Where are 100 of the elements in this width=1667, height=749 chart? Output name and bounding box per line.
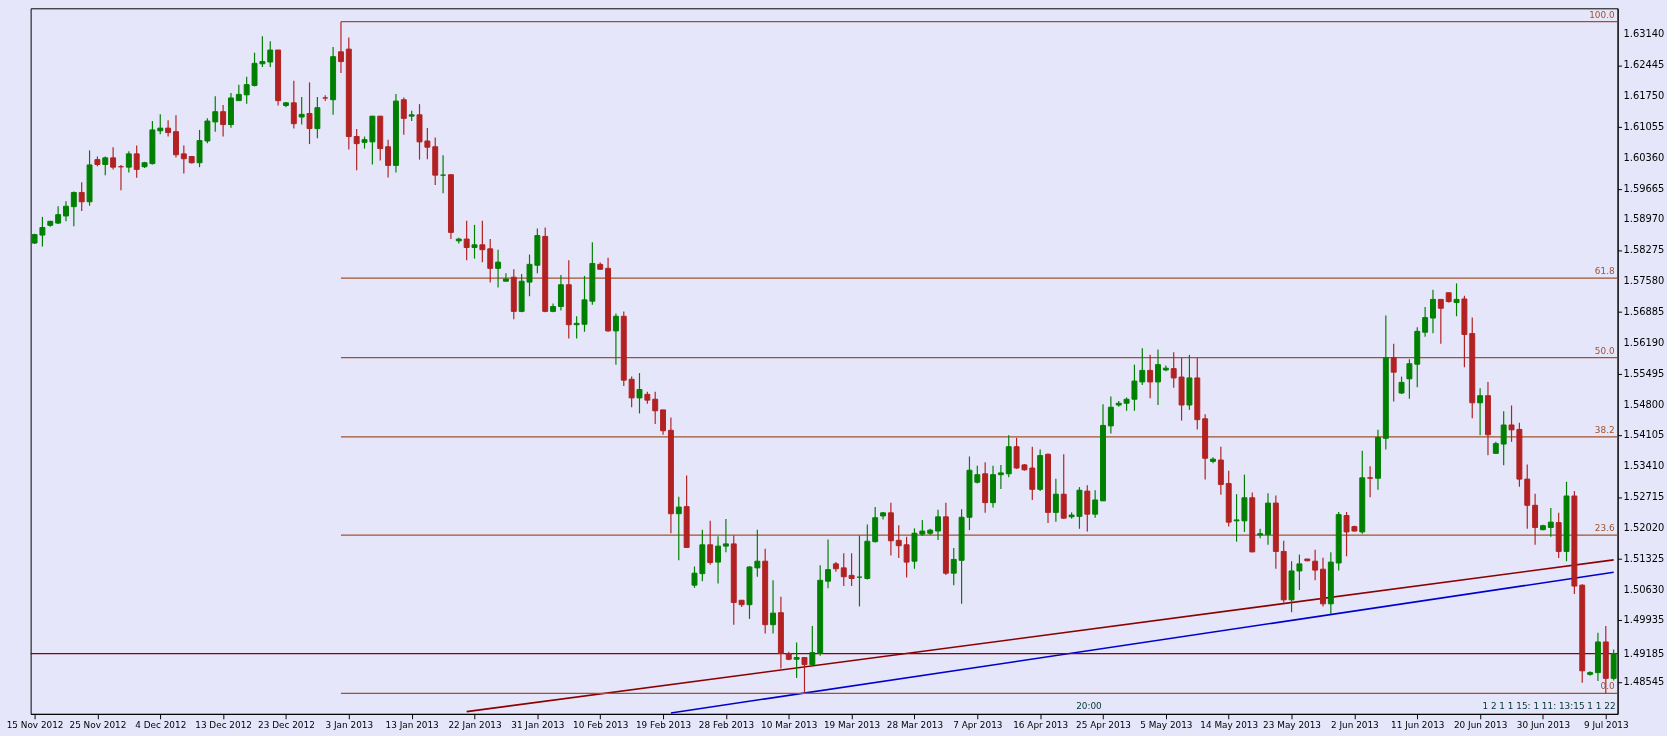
annotation: 23.6 bbox=[1594, 523, 1615, 534]
candlestick bbox=[502, 272, 509, 282]
y-tick-label: 1.52020 bbox=[1623, 521, 1665, 533]
candlestick bbox=[463, 220, 470, 261]
x-tick-label: 5 May 2013 bbox=[1140, 720, 1193, 731]
candlestick bbox=[180, 144, 187, 174]
candlestick bbox=[220, 104, 227, 138]
y-tick-label: 1.54800 bbox=[1623, 398, 1665, 410]
annotation: 38.2 bbox=[1594, 425, 1615, 436]
candlestick bbox=[722, 518, 729, 553]
x-tick-label: 28 Mar 2013 bbox=[886, 720, 944, 731]
x-tick-label: 4 Dec 2012 bbox=[135, 720, 187, 731]
candlestick bbox=[125, 150, 132, 174]
candlestick bbox=[825, 538, 832, 589]
y-tick-label: 1.48545 bbox=[1623, 676, 1665, 688]
candlestick bbox=[935, 509, 941, 541]
candlestick bbox=[1477, 387, 1484, 436]
candlestick bbox=[770, 579, 777, 635]
x-tick-label: 30 Jun 2013 bbox=[1516, 720, 1571, 731]
x-tick-label: 2 Jun 2013 bbox=[1331, 720, 1379, 731]
x-tick-label: 13 Jan 2013 bbox=[385, 720, 439, 731]
candlestick bbox=[715, 535, 722, 584]
candlestick bbox=[1312, 549, 1319, 581]
x-tick-label: 3 Jan 2013 bbox=[325, 720, 374, 731]
candlestick bbox=[1453, 282, 1460, 317]
candlestick bbox=[385, 139, 392, 178]
candlestick bbox=[1257, 528, 1264, 539]
candlestick bbox=[63, 200, 69, 222]
x-tick-label: 7 Apr 2013 bbox=[953, 720, 1003, 731]
annotation: 50.0 bbox=[1594, 345, 1615, 356]
y-tick-label: 1.58970 bbox=[1623, 213, 1665, 225]
candlestick bbox=[471, 224, 478, 260]
annotation: 61.8 bbox=[1594, 266, 1615, 277]
candlestick bbox=[1107, 395, 1114, 435]
candlestick bbox=[78, 181, 85, 212]
candlestick bbox=[1155, 348, 1161, 406]
candlestick bbox=[495, 249, 502, 289]
x-tick-label: 23 May 2013 bbox=[1263, 720, 1321, 731]
y-tick-label: 1.51325 bbox=[1623, 552, 1665, 564]
candlestick bbox=[1500, 410, 1507, 466]
x-tick-label: 15 Nov 2012 bbox=[6, 720, 64, 731]
candlestick bbox=[290, 80, 297, 130]
candlestick bbox=[660, 409, 667, 436]
candlestick bbox=[809, 625, 816, 667]
y-tick-label: 1.49185 bbox=[1623, 647, 1665, 659]
x-tick-label: 19 Feb 2013 bbox=[635, 720, 692, 731]
candlestick bbox=[298, 96, 305, 126]
y-tick-label: 1.49935 bbox=[1623, 614, 1665, 626]
y-tick-label: 1.61055 bbox=[1623, 120, 1665, 132]
candlestick bbox=[1430, 289, 1436, 334]
y-tick-label: 1.60360 bbox=[1623, 151, 1665, 163]
candlestick bbox=[314, 96, 321, 139]
candlestick bbox=[400, 96, 407, 136]
candlestick bbox=[1547, 507, 1554, 538]
candlestick bbox=[1532, 493, 1539, 546]
candlestick bbox=[872, 506, 879, 544]
candlestick bbox=[306, 81, 313, 145]
y-tick-label: 1.58275 bbox=[1623, 244, 1665, 256]
x-tick-label: 25 Nov 2012 bbox=[69, 720, 127, 731]
candlestick bbox=[997, 464, 1004, 490]
candlestick bbox=[707, 520, 714, 566]
annotation: 20:00 bbox=[1076, 700, 1103, 711]
candlestick bbox=[1084, 484, 1091, 533]
y-tick-label: 1.63140 bbox=[1623, 28, 1665, 40]
x-tick-label: 13 Dec 2012 bbox=[195, 720, 252, 731]
x-tick-label: 11 Jun 2013 bbox=[1391, 720, 1445, 731]
y-tick-label: 1.54105 bbox=[1623, 429, 1665, 441]
y-tick-label: 1.53410 bbox=[1623, 460, 1665, 472]
candlestick bbox=[1147, 354, 1154, 399]
candlestick bbox=[652, 391, 659, 425]
candlestick bbox=[675, 496, 682, 561]
candlestick bbox=[636, 372, 643, 415]
y-tick-label: 1.50630 bbox=[1623, 583, 1665, 595]
candlestick bbox=[801, 656, 808, 694]
candlestick bbox=[337, 21, 344, 74]
x-tick-label: 19 Mar 2013 bbox=[823, 720, 881, 731]
x-tick-label: 23 Dec 2012 bbox=[258, 720, 315, 731]
y-tick-label: 1.59665 bbox=[1623, 182, 1665, 194]
candlestick bbox=[1367, 465, 1374, 498]
candlestick bbox=[353, 128, 360, 171]
candlestick bbox=[1390, 343, 1397, 403]
candlestick bbox=[1060, 453, 1067, 520]
candlestick bbox=[628, 376, 635, 408]
candlestick bbox=[70, 190, 77, 227]
candlestick bbox=[1092, 489, 1099, 519]
candlestick bbox=[793, 641, 800, 679]
x-tick-label: 25 Apr 2013 bbox=[1076, 720, 1131, 731]
candlestick bbox=[1052, 478, 1059, 523]
candlestick bbox=[612, 313, 619, 366]
x-tick-label: 22 Jan 2013 bbox=[448, 720, 502, 731]
x-tick-label: 20 Jun 2013 bbox=[1453, 720, 1508, 731]
y-tick-label: 1.61750 bbox=[1623, 90, 1665, 102]
x-tick-label: 28 Feb 2013 bbox=[698, 720, 755, 731]
candlestick bbox=[173, 114, 179, 159]
y-tick-label: 1.56885 bbox=[1623, 306, 1665, 318]
candlestick bbox=[133, 144, 140, 179]
y-tick-label: 1.62445 bbox=[1623, 59, 1665, 71]
candlestick bbox=[479, 220, 486, 263]
y-tick-label: 1.52715 bbox=[1623, 491, 1665, 503]
y-tick-label: 1.55495 bbox=[1623, 367, 1665, 379]
